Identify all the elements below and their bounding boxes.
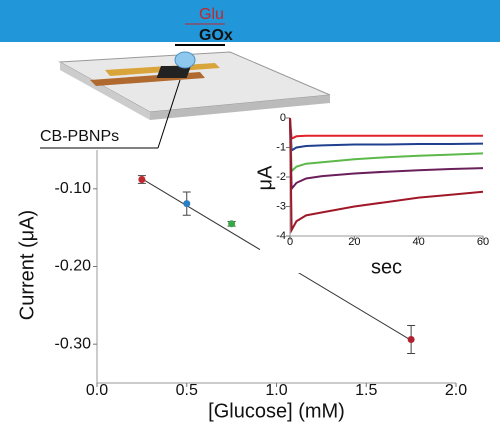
x-tick-label: 0 [287,236,293,248]
series-line [289,117,484,153]
data-point [407,336,415,344]
x-tick-label: 60 [477,236,489,248]
series-line [289,117,483,141]
banner [0,0,500,42]
x-tick-label: 0.0 [86,382,108,399]
data-point [183,200,191,208]
x-tick-label: 20 [348,236,360,248]
y-axis-label: Current (μA) [16,210,38,320]
data-point [138,176,146,184]
gox-label: GOx [199,27,233,44]
series-line [289,117,484,174]
x-tick-label: 1.0 [265,382,287,399]
y-axis-label: μA [254,165,276,191]
electrode-label: CB-PBNPs [40,128,119,145]
y-tick-label: -0.10 [55,180,92,197]
y-tick-label: -1 [276,141,286,153]
data-point [228,220,236,228]
device [58,51,331,120]
glu-label: Glu [199,6,224,23]
y-tick-label: -0.20 [55,258,92,275]
x-axis-label: sec [371,256,402,278]
electrode-pointer [157,79,181,149]
x-tick-label: 40 [413,236,425,248]
x-tick-label: 0.5 [176,382,198,399]
y-tick-label: 0 [280,112,286,124]
inset-background [260,110,493,273]
x-tick-label: 2.0 [445,382,467,399]
y-tick-label: -3 [276,200,286,212]
x-tick-label: 1.5 [355,382,377,399]
series-line [289,117,484,234]
series-line [289,117,484,192]
y-tick-label: -0.30 [55,335,92,352]
x-axis-label: [Glucose] (mM) [208,400,345,422]
y-tick-label: -4 [276,230,286,242]
y-tick-label: -2 [276,171,286,183]
